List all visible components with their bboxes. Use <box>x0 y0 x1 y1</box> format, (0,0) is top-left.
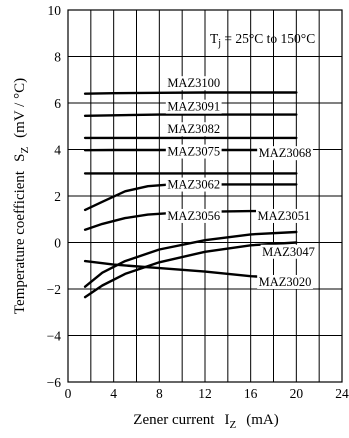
curve-label-bg <box>165 76 222 91</box>
series-line-maz3056 <box>83 209 298 231</box>
y-tick-label: −4 <box>47 329 62 344</box>
x-tick-label: 16 <box>244 386 258 401</box>
series-line-maz3091 <box>83 113 298 117</box>
curve-label-bg <box>165 208 222 223</box>
y-tick-label: 4 <box>54 143 61 158</box>
curve-label-maz3068: MAZ3068 <box>259 146 312 160</box>
curve-label-maz3051: MAZ3051 <box>258 209 311 223</box>
x-tick-label: 8 <box>156 386 163 401</box>
series-line-maz3051 <box>83 230 298 288</box>
curve-label-bg <box>165 144 222 159</box>
curve-label-bg <box>165 99 222 114</box>
x-tick-label: 24 <box>335 386 349 401</box>
series-line-maz3047 <box>83 241 298 299</box>
x-tick-label: 0 <box>65 386 72 401</box>
curve-label-maz3056: MAZ3056 <box>167 209 220 223</box>
condition-annotation: Tj = 25°C to 150°C <box>210 31 315 49</box>
curve-label-bg <box>165 177 222 192</box>
curve-labels: MAZ3100 MAZ3091 MAZ3082 MAZ3075 MAZ3068 MAZ30… <box>165 76 317 289</box>
y-tick-label: −2 <box>47 282 61 297</box>
x-tick-label: 4 <box>110 386 117 401</box>
y-tick-label: 8 <box>54 50 61 65</box>
curve-label-maz3020: MAZ3020 <box>259 275 312 289</box>
curve-label-maz3082: MAZ3082 <box>167 122 220 136</box>
curve-label-bg <box>260 244 317 259</box>
curve-label-bg <box>165 122 222 137</box>
x-tick-label: 20 <box>290 386 304 401</box>
curve-label-maz3100: MAZ3100 <box>167 76 220 90</box>
curve-label-maz3091: MAZ3091 <box>167 100 220 114</box>
curve-label-maz3062: MAZ3062 <box>167 178 220 192</box>
y-tick-label: −6 <box>47 375 62 390</box>
curve-label-maz3075: MAZ3075 <box>167 145 220 159</box>
curve-label-bg <box>256 208 312 223</box>
y-tick-label: 0 <box>54 236 61 251</box>
curve-label-bg <box>257 274 313 289</box>
series-line-maz3062 <box>83 183 298 212</box>
y-tick-label: 10 <box>48 3 62 18</box>
x-tick-label: 12 <box>198 386 212 401</box>
curve-label-maz3047: MAZ3047 <box>262 245 315 259</box>
series-line-maz3100 <box>83 91 298 95</box>
curve-label-bg <box>257 146 313 161</box>
gridlines <box>68 10 342 382</box>
y-tick-label: 2 <box>54 189 61 204</box>
x-axis-label: Zener current IZ (mA) <box>133 412 278 431</box>
y-tick-label: 6 <box>54 96 61 111</box>
y-axis-label: Temperature coefficientSZ(mV / °C) <box>12 78 31 314</box>
